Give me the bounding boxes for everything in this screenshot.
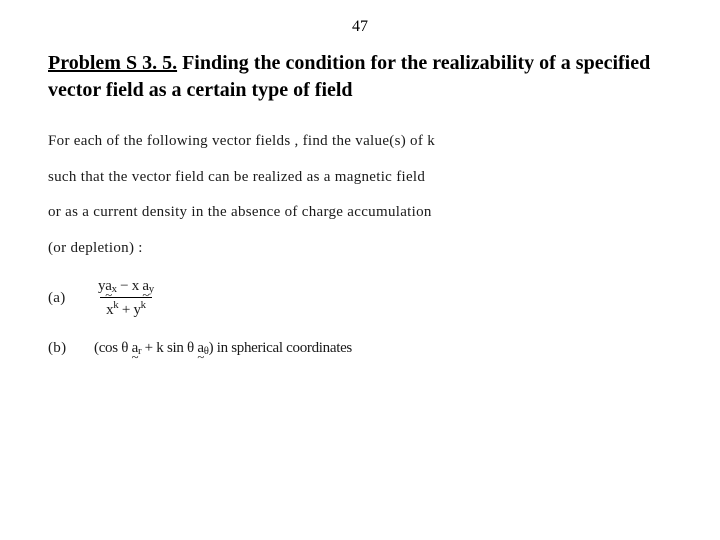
b-open: (cos θ (94, 340, 132, 356)
den-y: y (133, 302, 140, 318)
unit-ay-icon: a (142, 278, 148, 295)
num-y: y (98, 278, 105, 294)
unit-atheta-icon: a (197, 333, 203, 365)
hw-line-1: For each of the following vector fields … (48, 126, 672, 158)
unit-ax-icon: a (105, 278, 111, 295)
part-a: (a) yax − x ay xk + yk (48, 278, 672, 319)
b-mid: + k sin θ (141, 340, 197, 356)
part-a-numerator: yax − x ay (94, 278, 158, 297)
problem-title: Problem S 3. 5. Finding the condition fo… (48, 50, 672, 104)
part-a-label: (a) (48, 283, 76, 315)
part-b: (b) (cos θ ar + k sin θ aθ) in spherical… (48, 333, 672, 365)
num-minus: − x (117, 278, 143, 294)
hw-line-2: such that the vector field can be realiz… (48, 162, 672, 194)
part-a-fraction: yax − x ay xk + yk (94, 278, 158, 319)
part-b-label: (b) (48, 333, 76, 365)
unit-ar-icon: a (132, 333, 138, 365)
handwritten-block: For each of the following vector fields … (48, 126, 672, 364)
part-b-expr: (cos θ ar + k sin θ aθ) in spherical coo… (94, 333, 352, 365)
hw-line-3: or as a current density in the absence o… (48, 197, 672, 229)
sub-y: y (149, 283, 154, 295)
hw-line-4: (or depletion) : (48, 233, 672, 265)
b-close: ) in spherical coordinates (209, 340, 352, 356)
page-number: 47 (48, 18, 672, 36)
den-plus: + (118, 302, 133, 318)
problem-label: Problem S 3. 5. (48, 52, 177, 74)
